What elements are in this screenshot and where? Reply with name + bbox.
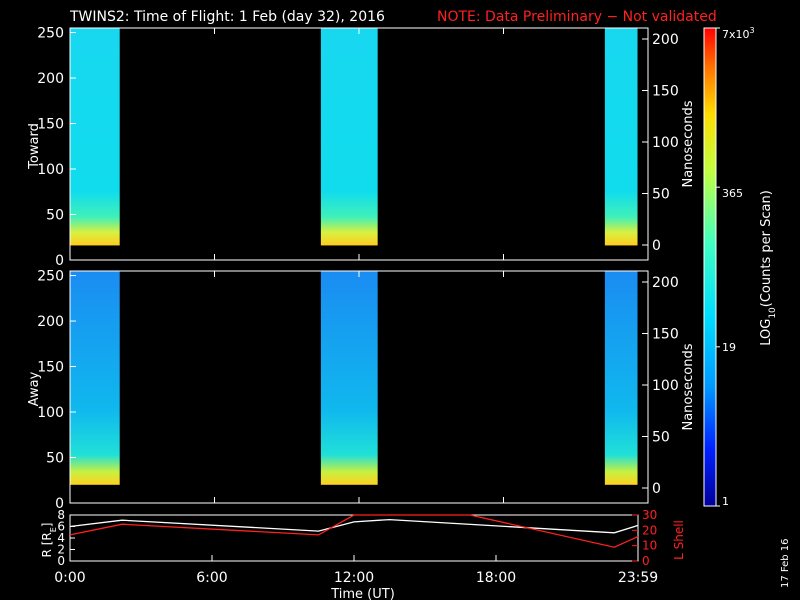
x-tick-label-1: 6:00 xyxy=(196,570,227,586)
away-ytick-label-5: 250 xyxy=(37,269,64,285)
toward-y2tick-label-0: 0 xyxy=(652,238,661,254)
orbit-y2tick-label-1: 10 xyxy=(642,539,657,553)
toward-data-block-2 xyxy=(604,28,638,246)
away-ytick-label-2: 100 xyxy=(37,405,64,421)
timestamp: 17 Feb 16 xyxy=(780,538,791,588)
x-tick-label-2: 12:00 xyxy=(334,570,374,586)
orbit-ytick-label-2: 4 xyxy=(57,531,65,545)
x-tick-label-4: 23:59 xyxy=(618,570,658,586)
away-y2label: Nanoseconds xyxy=(681,343,696,430)
data-note: NOTE: Data Preliminary − Not validated xyxy=(437,9,717,25)
away-ytick-label-3: 150 xyxy=(37,360,64,376)
away-ytick-label-4: 200 xyxy=(37,314,64,330)
colorbar-max-label: 7x103 xyxy=(722,26,755,41)
x-tick-label-3: 18:00 xyxy=(476,570,516,586)
away-ytick-label-1: 50 xyxy=(46,451,64,467)
toward-y2-axis: 0 50 100 150 200 xyxy=(642,32,679,254)
away-y2tick-label-1: 50 xyxy=(652,430,670,446)
colorbar-label: LOG10(Counts per Scan) xyxy=(759,190,778,346)
away-y2-axis: 0 50 100 150 200 xyxy=(642,275,679,497)
toward-y2tick-label-1: 50 xyxy=(652,187,670,203)
away-y2tick-label-3: 150 xyxy=(652,327,679,343)
orbit-x-axis: 0:00 6:00 12:00 18:00 23:59 xyxy=(54,28,658,586)
toward-y2label: Nanoseconds xyxy=(681,100,696,187)
toward-data-block-0 xyxy=(70,28,120,246)
away-y2tick-label-4: 200 xyxy=(652,275,679,291)
orbit-ytick-label-0: 0 xyxy=(57,554,65,568)
orbit-ylabel: R [RE] xyxy=(40,523,58,558)
toward-ytick-label-1: 50 xyxy=(46,208,64,224)
title: TWINS2: Time of Flight: 1 Feb (day 32), … xyxy=(69,9,385,25)
toward-y-axis: 0 50 100 150 200 250 xyxy=(37,26,76,269)
orbit-ytick-label-4: 8 xyxy=(57,508,65,522)
orbit-ytick-label-3: 6 xyxy=(57,520,65,534)
away-spectrogram xyxy=(70,271,638,485)
orbit-ytick-label-1: 2 xyxy=(57,543,65,557)
away-panel: 0 50 100 150 200 250 0 50 100 150 200 Away Nanose… xyxy=(27,269,696,512)
toward-ytick-label-2: 100 xyxy=(37,162,64,178)
orbit-y2label: L Shell xyxy=(672,520,686,560)
toward-panel: 0 50 100 150 200 250 0 50 100 150 200 Toward Nano… xyxy=(27,26,696,269)
toward-ytick-label-0: 0 xyxy=(55,253,64,269)
orbit-y2tick-label-0: 0 xyxy=(642,554,650,568)
away-ylabel: Away xyxy=(27,371,42,406)
orbit-lines xyxy=(69,514,639,548)
away-data-block-0 xyxy=(70,271,120,485)
colorbar-ticks xyxy=(716,27,720,507)
away-data-block-1 xyxy=(320,271,378,485)
colorbar-min-label: 1 xyxy=(722,495,729,508)
colorbar: 7x103 365 19 1 LOG10(Counts per Scan) xyxy=(703,26,778,508)
colorbar-bar xyxy=(703,27,717,507)
away-y2tick-label-2: 100 xyxy=(652,378,679,394)
toward-y2tick-label-4: 200 xyxy=(652,32,679,48)
toward-y2tick-label-3: 150 xyxy=(652,84,679,100)
colorbar-mid2-label: 365 xyxy=(722,187,743,200)
away-y-axis: 0 50 100 150 200 250 xyxy=(37,269,76,512)
toward-ytick-label-3: 150 xyxy=(37,117,64,133)
x-axis-label: Time (UT) xyxy=(330,587,395,600)
toward-ytick-label-5: 250 xyxy=(37,26,64,42)
toward-spectrogram xyxy=(70,28,638,246)
orbit-y2tick-label-3: 30 xyxy=(642,508,657,522)
toward-ylabel: Toward xyxy=(27,123,42,170)
toward-data-block-1 xyxy=(320,28,378,246)
toward-y2tick-label-2: 100 xyxy=(652,135,679,151)
toward-ytick-label-4: 200 xyxy=(37,71,64,87)
x-tick-label-0: 0:00 xyxy=(54,570,85,586)
away-data-block-2 xyxy=(604,271,638,485)
away-y2tick-label-0: 0 xyxy=(652,481,661,497)
away-ytick-label-0: 0 xyxy=(55,496,64,512)
series-line-radius xyxy=(69,518,639,534)
orbit-y2tick-label-2: 20 xyxy=(642,523,657,537)
series-line-lshell xyxy=(69,514,639,548)
colorbar-mid1-label: 19 xyxy=(722,341,736,354)
